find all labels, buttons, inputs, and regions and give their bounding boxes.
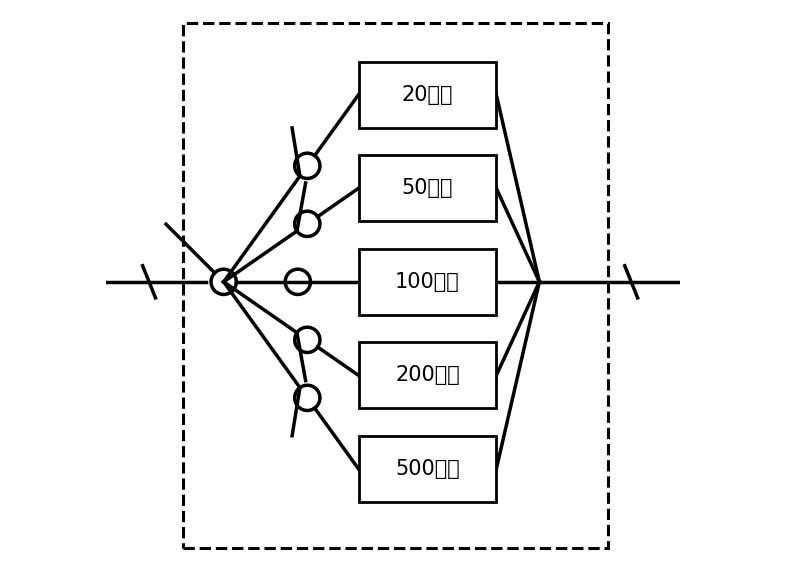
Text: 50欧姆: 50欧姆 xyxy=(402,179,454,198)
Bar xyxy=(183,23,608,548)
Text: 500欧姆: 500欧姆 xyxy=(395,459,460,479)
Bar xyxy=(358,62,496,128)
Text: 20欧姆: 20欧姆 xyxy=(402,85,454,104)
Bar xyxy=(358,249,496,315)
Text: 200欧姆: 200欧姆 xyxy=(395,366,460,385)
Bar xyxy=(358,342,496,409)
Bar xyxy=(358,436,496,502)
Text: 100欧姆: 100欧姆 xyxy=(395,272,460,292)
Bar xyxy=(358,155,496,221)
